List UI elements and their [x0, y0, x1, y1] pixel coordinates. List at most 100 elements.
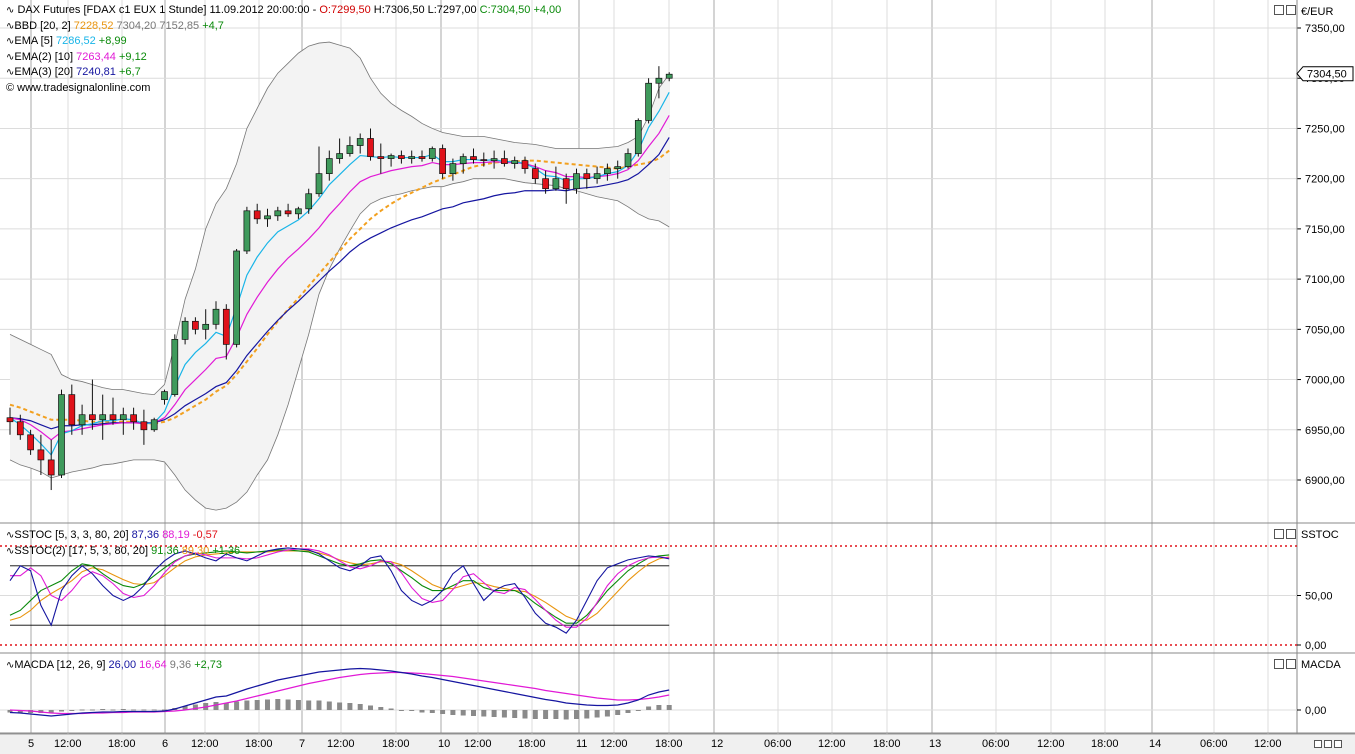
macda-signal-line — [9, 671, 670, 715]
sstoc-name: SSTOC [5, 3, 3, 80, 20] — [14, 529, 132, 541]
macda-histogram-bar — [234, 701, 240, 710]
sstoc-d-line — [10, 548, 670, 628]
maximize-pane-icon[interactable] — [1274, 529, 1284, 539]
series-toggle-icon[interactable]: ∿ — [6, 660, 15, 671]
candle-body — [6, 417, 14, 423]
macda-histogram-bar — [471, 710, 476, 716]
macda-value: +2,73 — [194, 659, 223, 671]
indicator-name: EMA(2) [10] — [14, 50, 77, 63]
time-tick-label: 13 — [929, 738, 941, 750]
macda-histogram-bar — [151, 709, 157, 711]
candle-body — [47, 459, 55, 476]
candle-body — [470, 156, 477, 160]
macda-name: MACDA [12, 26, 9] — [14, 659, 109, 671]
zoom-icon[interactable] — [1334, 740, 1342, 748]
price-tick-label: 7150,00 — [1305, 224, 1345, 236]
candle-body — [408, 156, 416, 159]
bar-datetime: 11.09.2012 20:00:00 — [209, 4, 310, 16]
time-tick-label: 12:00 — [327, 738, 355, 750]
macda-histogram-bar — [357, 704, 363, 710]
indicator-row[interactable]: ∿BBD [20, 2] 7228,52 7304,20 7152,85 +4,… — [6, 19, 561, 35]
candle-body — [253, 210, 261, 220]
macda-histogram-bar — [491, 710, 497, 717]
maximize-pane-icon[interactable] — [1274, 659, 1284, 669]
macda-histogram-bar — [604, 710, 610, 717]
time-tick-label: 12:00 — [1037, 738, 1065, 750]
price-tick-label: 7250,00 — [1305, 123, 1345, 135]
time-tick-label: 5 — [28, 738, 34, 750]
bollinger-mid-line — [9, 149, 670, 425]
indicator-row[interactable]: ∿EMA [5] 7286,52 +8,99 — [6, 34, 561, 50]
time-tick-label: 18:00 — [245, 738, 273, 750]
sstoc-row[interactable]: ∿SSTOC [5, 3, 3, 80, 20] 87,36 88,19 -0,… — [6, 528, 240, 544]
candle-body — [264, 215, 271, 220]
indicator-value: +9,12 — [118, 50, 147, 63]
macda-histogram-bar — [69, 710, 75, 711]
macda-histogram-bar — [388, 708, 394, 710]
series-toggle-icon[interactable]: ∿ — [6, 51, 15, 63]
instrument-header: ∿ DAX Futures [FDAX c1 EUX 1 Stunde] 11.… — [6, 4, 562, 16]
indicator-value: 7228,52 — [73, 19, 117, 32]
macda-histogram-bar — [378, 707, 384, 710]
series-toggle-icon[interactable]: ∿ — [6, 36, 15, 47]
time-tick-label: 14 — [1149, 738, 1161, 750]
candle-body — [130, 414, 137, 423]
macda-histogram-bar — [543, 710, 549, 719]
sstoc2-d-line — [9, 550, 670, 621]
series-toggle-icon[interactable]: ∿ — [6, 530, 15, 541]
macda-histogram-bar — [625, 710, 631, 713]
sstoc2-k-line — [9, 549, 670, 624]
close-pane-icon[interactable] — [1286, 529, 1296, 539]
candle-body — [58, 394, 65, 476]
candle-body — [367, 138, 374, 157]
macda-histogram-bar — [131, 709, 137, 711]
indicator-row[interactable]: ∿EMA(2) [10] 7263,44 +9,12 — [6, 50, 561, 66]
scroll-left-icon[interactable] — [1314, 740, 1322, 748]
scroll-right-icon[interactable] — [1324, 740, 1332, 748]
macda-histogram-bar — [429, 710, 435, 713]
price-axis-background — [1297, 0, 1355, 754]
price-tick-label: 7200,00 — [1305, 174, 1345, 186]
series-toggle-icon[interactable]: ∿ — [6, 20, 15, 32]
candle-body — [418, 156, 426, 159]
time-tick-label: 12:00 — [54, 738, 82, 750]
candle-body — [398, 155, 405, 159]
macda-histogram-bar — [635, 710, 641, 711]
close-pane-icon[interactable] — [1286, 659, 1296, 669]
maximize-pane-icon[interactable] — [1274, 5, 1284, 15]
currency-label: €/EUR — [1301, 6, 1333, 18]
high-value: H:7306,50 — [373, 4, 425, 16]
macda-histogram-bar — [120, 709, 126, 710]
close-pane-icon[interactable] — [1286, 5, 1296, 15]
sstoc-row[interactable]: ∿SSTOC(2) [17, 5, 3, 80, 20] 91,36 89,30… — [6, 544, 240, 560]
macda-row[interactable]: ∿MACDA [12, 26, 9] 26,00 16,64 9,36 +2,7… — [6, 658, 222, 674]
macda-histogram-bar — [440, 710, 446, 714]
price-tick-label: 7000,00 — [1305, 375, 1345, 387]
macda-histogram-bar — [409, 710, 415, 711]
indicator-value: +6,7 — [118, 66, 141, 78]
candle-body — [222, 308, 230, 345]
main-legend: ∿ DAX Futures [FDAX c1 EUX 1 Stunde] 11.… — [6, 3, 561, 96]
candle-body — [305, 193, 313, 210]
time-tick-label: 11 — [576, 738, 587, 750]
time-tick-label: 6 — [162, 738, 168, 750]
series-toggle-icon[interactable]: ∿ — [6, 67, 15, 78]
indicator-row[interactable]: ∿EMA(3) [20] 7240,81 +6,7 — [6, 65, 561, 81]
indicator-value: +8,99 — [98, 35, 127, 47]
indicator-name: BBD [20, 2] — [14, 19, 74, 32]
candle-body — [89, 414, 96, 421]
macda-histogram-bar — [59, 710, 64, 712]
price-tick-label: 6900,00 — [1305, 475, 1345, 487]
series-toggle-icon[interactable]: ∿ — [6, 545, 15, 557]
sstoc-tick-label: 50,00 — [1305, 591, 1333, 603]
sstoc-legend: ∿SSTOC [5, 3, 3, 80, 20] 87,36 88,19 -0,… — [6, 528, 240, 559]
candle-body — [501, 158, 508, 164]
series-toggle-icon[interactable]: ∿ — [6, 5, 15, 16]
candle-body — [78, 414, 86, 426]
sstoc-value: +1,36 — [212, 544, 241, 557]
candle-body — [295, 208, 302, 215]
macda-histogram-bar — [574, 710, 579, 719]
indicator-value: 7263,44 — [76, 50, 119, 63]
macda-histogram-bar — [666, 705, 672, 710]
